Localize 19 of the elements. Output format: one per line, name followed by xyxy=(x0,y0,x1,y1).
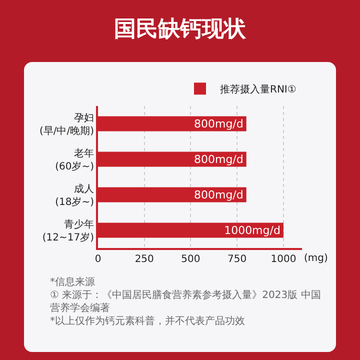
data-label: 800mg/d xyxy=(194,117,244,130)
x-tick-label: 0 xyxy=(94,254,102,265)
x-tick-label: 750 xyxy=(228,254,247,265)
data-label: 800mg/d xyxy=(194,188,244,202)
y-tick-label: 成人 (18岁~) xyxy=(55,182,94,208)
y-tick-label: 孕妇 (早/中/晚期) xyxy=(39,112,94,137)
text: *以上仅作为钙元素科普，并不代表产品功效 xyxy=(50,315,246,328)
x-tick-label: 1000 xyxy=(270,254,296,265)
legend-label: 推荐摄入量RNI① xyxy=(220,84,296,96)
chart-title: 国民缺钙现状 xyxy=(113,15,247,44)
data-label: 1000mg/d xyxy=(224,224,280,237)
x-tick-label: 500 xyxy=(181,254,200,265)
data-label: 800mg/d xyxy=(194,152,244,166)
x-tick-label: 250 xyxy=(134,254,154,265)
text: ① 来源于：《中国居民膳食营养素参考摄入量》2023版 中国营养学会编著 xyxy=(50,289,322,315)
text: *信息来源 xyxy=(50,276,96,289)
y-tick-label: 老年 (60岁~) xyxy=(55,147,94,172)
y-tick-label: 青少年 (12~17岁) xyxy=(42,218,94,244)
x-axis-title: (mg) xyxy=(304,253,328,264)
